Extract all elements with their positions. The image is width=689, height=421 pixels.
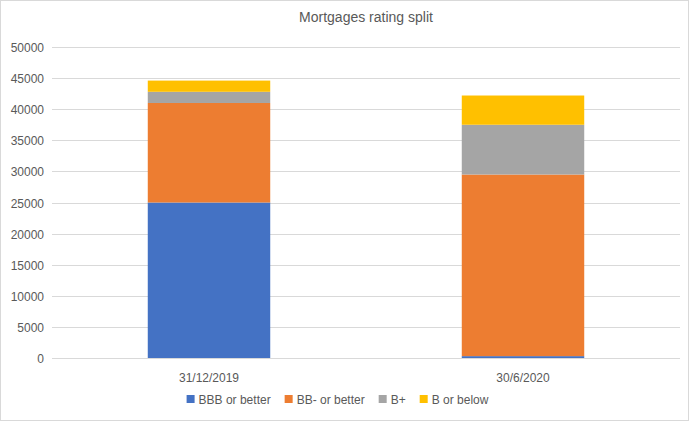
x-axis [52, 358, 680, 359]
bar-segment [462, 96, 584, 125]
bar-segment [462, 175, 584, 357]
chart-border [1, 1, 689, 421]
grid-line [52, 171, 680, 172]
grid-line [52, 234, 680, 235]
grid-line [52, 47, 680, 48]
legend-swatch [420, 395, 428, 403]
legend-swatch [285, 395, 293, 403]
title: Mortgages rating split [299, 9, 433, 25]
grid-line [52, 78, 680, 79]
y-tick-label: 25000 [11, 197, 45, 211]
grid-line [52, 265, 680, 266]
bar-segment [148, 103, 270, 203]
y-tick-label: 45000 [11, 72, 45, 86]
x-tick-label: 30/6/2020 [496, 371, 550, 385]
bar-segment [462, 125, 584, 175]
legend-label: B or below [432, 393, 489, 407]
legend: BBB or better BB- or better B+ B or below [187, 393, 489, 407]
legend-swatch [379, 395, 387, 403]
legend-label: B+ [391, 393, 406, 407]
x-tick-label: 31/12/2019 [179, 371, 239, 385]
grid-line [52, 358, 680, 359]
legend-label: BBB or better [199, 393, 271, 407]
bars [148, 81, 584, 358]
y-tick-label: 20000 [11, 228, 45, 242]
grid-line [52, 296, 680, 297]
chart: Mortgages rating split 0 5000 10000 15000 200… [0, 0, 689, 421]
bar-segment [148, 92, 270, 103]
y-tick-label: 40000 [11, 103, 45, 117]
bar-segment [462, 356, 584, 358]
legend-swatch [187, 395, 195, 403]
y-tick-label: 0 [37, 352, 44, 366]
grid-line [52, 203, 680, 204]
y-tick-label: 30000 [11, 165, 45, 179]
legend-label: BB- or better [297, 393, 365, 407]
y-tick-label: 35000 [11, 134, 45, 148]
bar-segment [148, 203, 270, 359]
y-tick-label: 10000 [11, 290, 45, 304]
grid-line [52, 140, 680, 141]
y-tick-label: 15000 [11, 259, 45, 273]
y-tick-label: 5000 [17, 321, 44, 335]
grid-line [52, 327, 680, 328]
grid-line [52, 109, 680, 110]
bar-segment [148, 81, 270, 92]
y-tick-label: 50000 [11, 41, 45, 55]
